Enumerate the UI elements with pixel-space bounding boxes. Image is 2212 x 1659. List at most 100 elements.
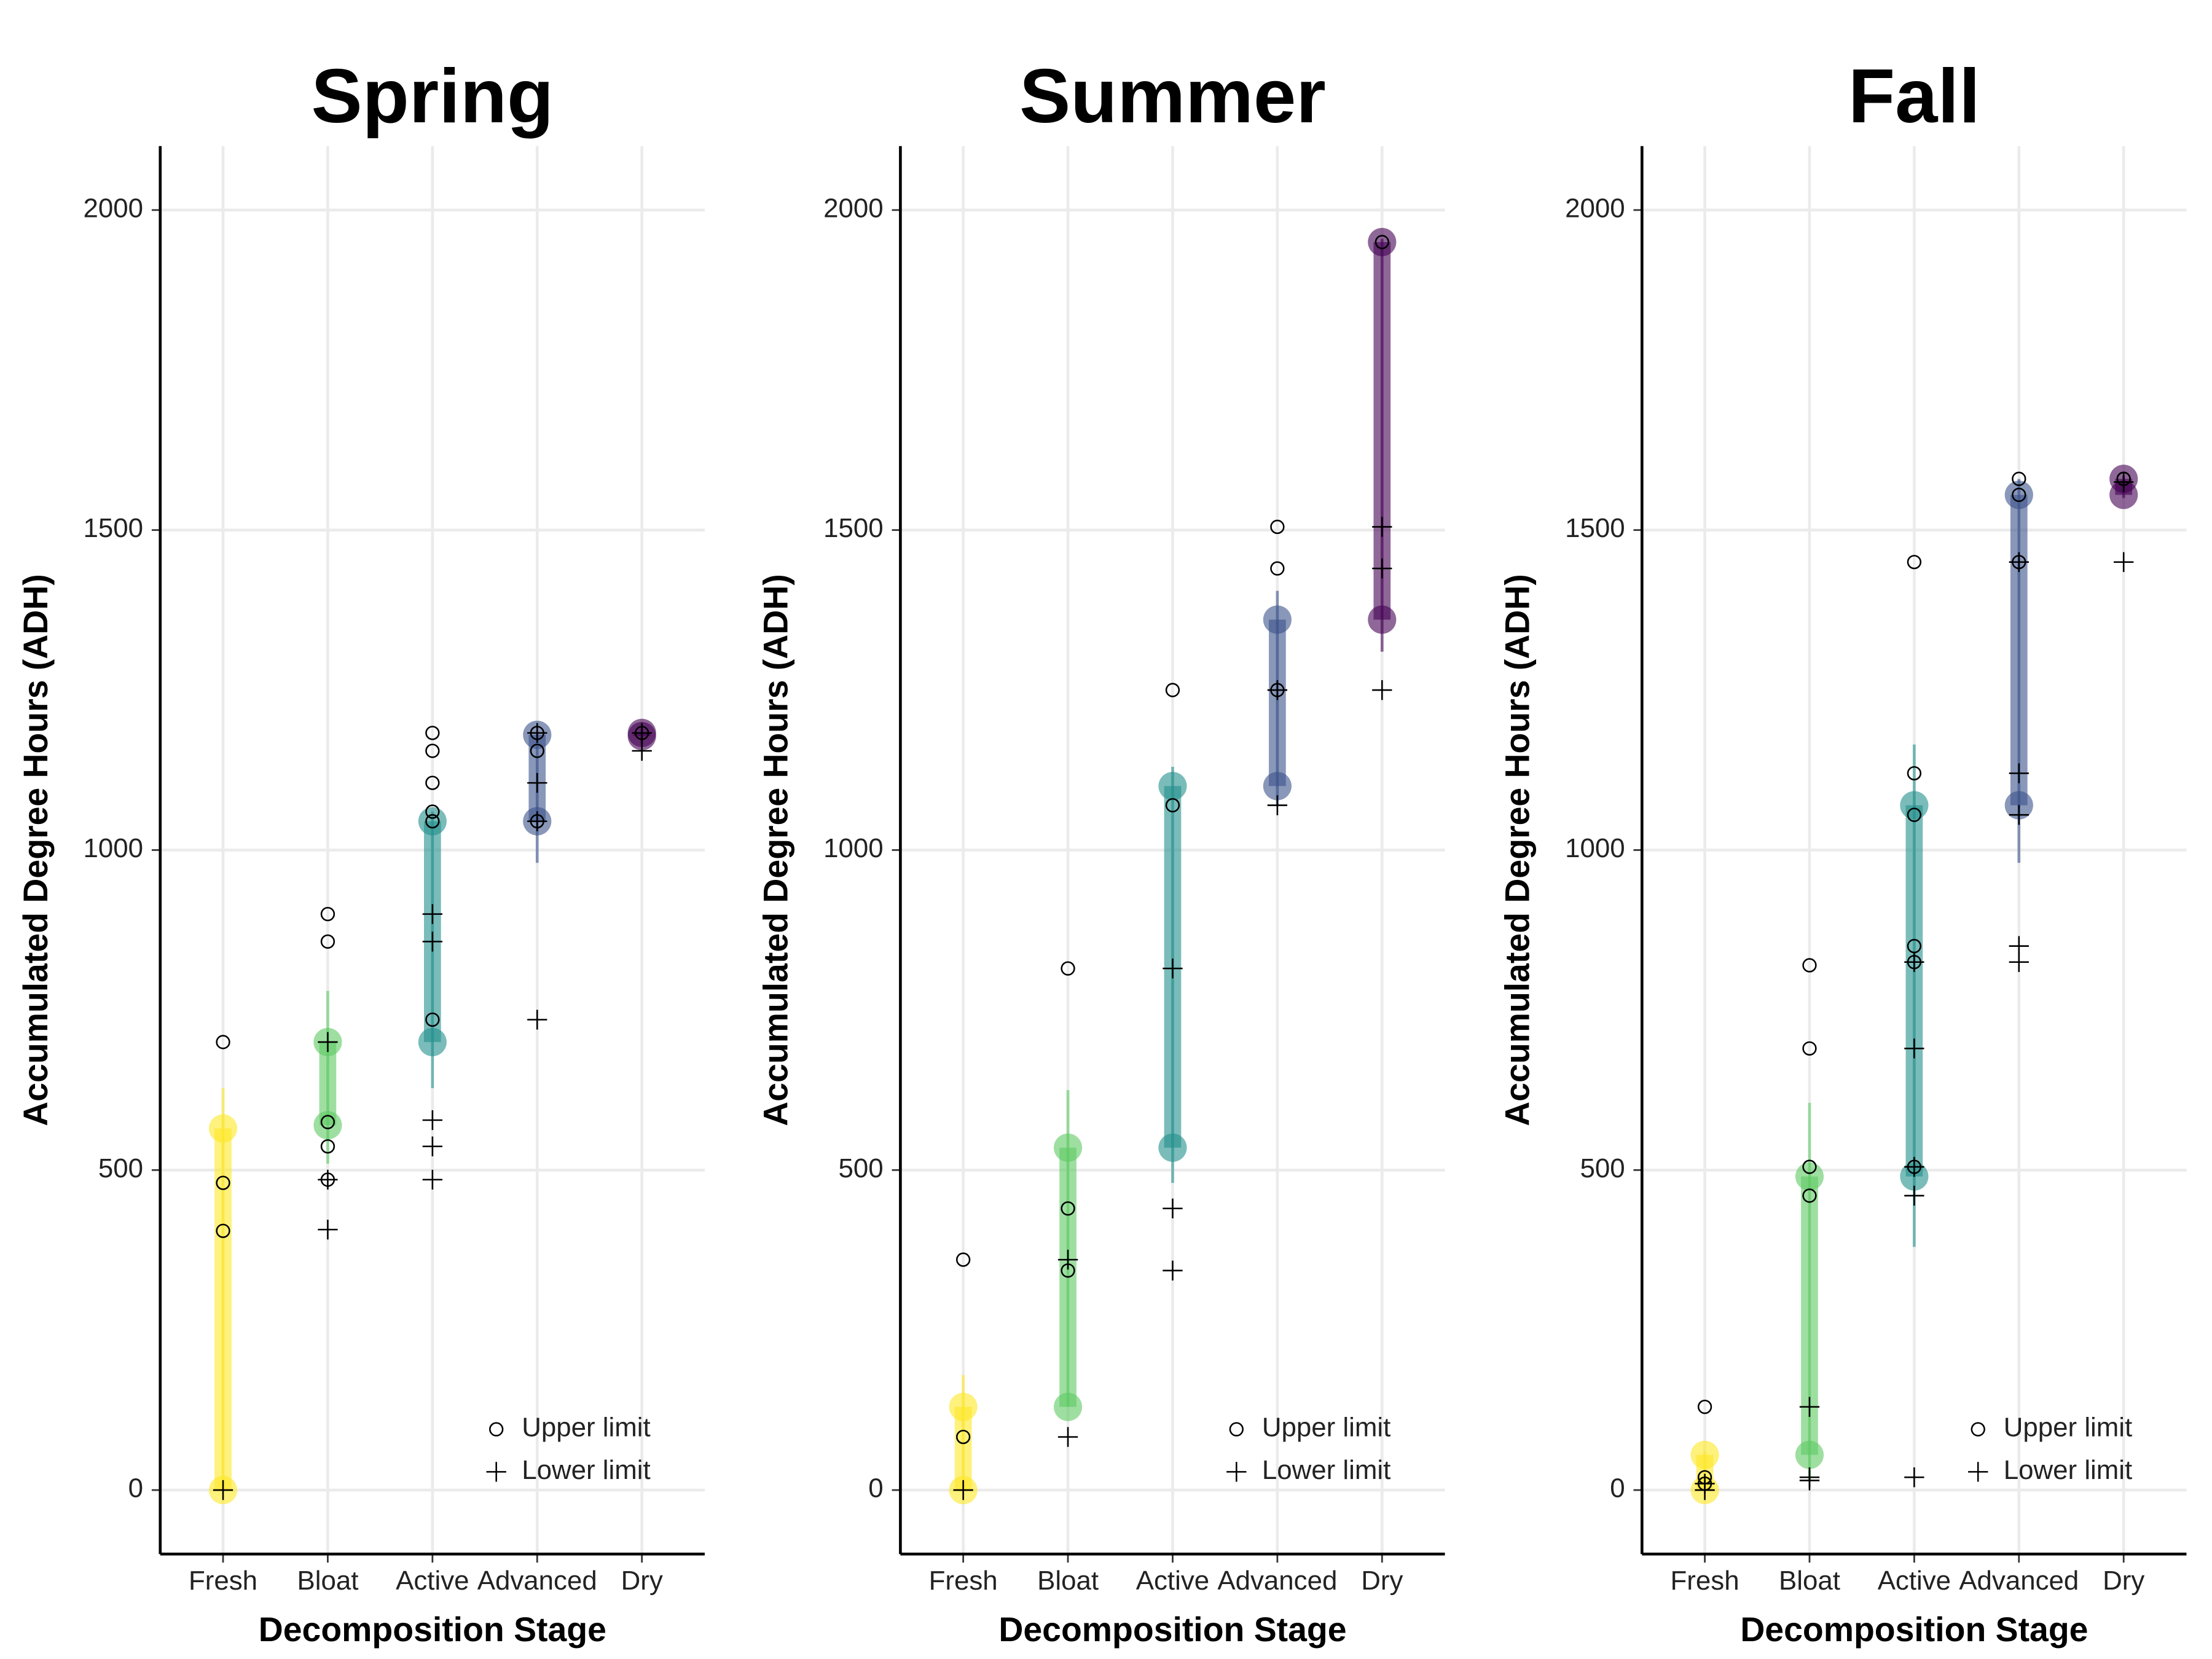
- range-low-dot: [1795, 1440, 1824, 1469]
- legend-symbol: [486, 1462, 506, 1482]
- upper-limit-point: [1270, 561, 1285, 576]
- range-bar: [1373, 241, 1391, 620]
- panel-title: Spring: [312, 53, 554, 139]
- y-tick-label: 500: [98, 1153, 143, 1183]
- y-tick-label: 2000: [1565, 193, 1625, 223]
- range-high-dot: [1900, 791, 1929, 820]
- lower-limit-point: [318, 1219, 338, 1240]
- lower-limit-point: [2009, 552, 2029, 572]
- upper-limit-point: [216, 1223, 230, 1238]
- range-high-dot: [1795, 1162, 1824, 1191]
- range-high-dot: [949, 1392, 978, 1421]
- upper-limit-point: [1270, 519, 1285, 535]
- upper-limit-point: [955, 1429, 971, 1445]
- upper-limit-point: [1802, 1041, 1817, 1056]
- x-tick-label: Bloat: [1037, 1566, 1099, 1596]
- x-tick-label: Fresh: [1671, 1566, 1739, 1596]
- upper-limit-point: [1375, 235, 1389, 249]
- x-axis-label: Decomposition Stage: [259, 1610, 606, 1649]
- range-bar: [1905, 805, 1923, 1177]
- legend-symbol: [1229, 1422, 1244, 1437]
- upper-limit-point: [1165, 683, 1180, 697]
- lower-limit-point: [632, 740, 652, 761]
- lower-limit-point: [2009, 805, 2029, 825]
- range-high-dot: [2004, 480, 2033, 509]
- y-axis-label: Accumulated Degree Hours (ADH): [757, 574, 795, 1126]
- panel-title: Summer: [1019, 53, 1326, 139]
- x-tick-label: Advanced: [1959, 1566, 2079, 1596]
- x-tick-label: Dry: [2103, 1566, 2144, 1596]
- y-tick-label: 1500: [84, 513, 144, 543]
- upper-limit-point: [216, 1035, 230, 1049]
- x-tick-label: Active: [1136, 1566, 1209, 1596]
- x-tick-label: Active: [396, 1566, 469, 1596]
- upper-limit-point: [320, 1139, 335, 1154]
- x-axis-label: Decomposition Stage: [1740, 1610, 2088, 1649]
- range-high-dot: [1053, 1133, 1083, 1162]
- lower-limit-point: [422, 904, 442, 924]
- lower-limit-point: [1372, 680, 1392, 700]
- lower-limit-point: [1372, 558, 1392, 579]
- y-axis-label: Accumulated Degree Hours (ADH): [17, 574, 55, 1126]
- y-tick-label: 1500: [1565, 513, 1625, 543]
- y-tick-label: 2000: [823, 193, 884, 223]
- y-tick-label: 1000: [1565, 833, 1625, 863]
- lower-limit-point: [527, 723, 547, 743]
- lower-limit-point: [318, 1032, 338, 1053]
- lower-limit-point: [1904, 1038, 1924, 1059]
- x-tick-label: Fresh: [929, 1566, 998, 1596]
- x-tick-label: Advanced: [1217, 1566, 1337, 1596]
- range-low-dot: [313, 1111, 342, 1140]
- upper-limit-point: [1907, 766, 1922, 781]
- upper-limit-point: [1061, 1201, 1075, 1216]
- upper-limit-point: [1061, 961, 1075, 976]
- upper-limit-point: [425, 743, 440, 758]
- legend-symbol: [1968, 1462, 1988, 1482]
- lower-limit-point: [1799, 1397, 1820, 1417]
- y-tick-label: 1500: [823, 513, 884, 543]
- y-axis-label: Accumulated Degree Hours (ADH): [1498, 574, 1536, 1126]
- upper-limit-point: [1907, 555, 1922, 570]
- lower-limit-point: [422, 1110, 442, 1131]
- lower-limit-point: [953, 1480, 973, 1500]
- lower-limit-point: [422, 1169, 442, 1190]
- lower-limit-point: [1057, 1249, 1078, 1270]
- upper-limit-point: [320, 906, 335, 922]
- x-tick-label: Active: [1878, 1566, 1951, 1596]
- x-axis-label: Decomposition Stage: [998, 1610, 1346, 1649]
- upper-limit-point: [425, 775, 440, 790]
- lower-limit-point: [632, 723, 652, 743]
- lower-limit-point: [1904, 1185, 1924, 1206]
- legend-label: Lower limit: [1262, 1455, 1390, 1485]
- lower-limit-point: [1904, 1467, 1924, 1488]
- range-bar: [2010, 495, 2028, 806]
- upper-limit-point: [320, 934, 335, 949]
- upper-limit-point: [955, 1252, 971, 1267]
- lower-limit-point: [1267, 680, 1288, 700]
- range-low-dot: [1158, 1133, 1187, 1162]
- upper-limit-point: [1697, 1400, 1712, 1414]
- lower-limit-point: [2009, 763, 2029, 783]
- lower-limit-point: [1163, 1260, 1183, 1281]
- panel: 0 500 1000 1500 2000 Fresh Bloat Active Advanced…: [1498, 53, 2187, 1649]
- lower-limit-point: [1267, 795, 1288, 815]
- x-tick-label: Dry: [1361, 1566, 1403, 1596]
- y-tick-label: 500: [839, 1153, 884, 1183]
- lower-limit-point: [1163, 959, 1183, 979]
- lower-limit-point: [422, 931, 442, 952]
- x-tick-label: Fresh: [189, 1566, 257, 1596]
- range-low-dot: [1368, 605, 1397, 634]
- panel: 0 500 1000 1500 2000 Fresh Bloat Active Advanced…: [757, 53, 1445, 1649]
- upper-limit-point: [216, 1175, 230, 1190]
- y-tick-label: 1000: [84, 833, 144, 863]
- y-tick-label: 1000: [823, 833, 884, 863]
- range-high-dot: [1158, 772, 1187, 801]
- range-high-dot: [418, 807, 447, 836]
- lower-limit-point: [318, 1169, 338, 1190]
- lower-limit-point: [527, 772, 547, 793]
- lower-limit-point: [1904, 952, 1924, 972]
- upper-limit-point: [1802, 1159, 1817, 1174]
- y-tick-label: 0: [868, 1473, 883, 1504]
- legend-symbol: [1971, 1422, 1985, 1437]
